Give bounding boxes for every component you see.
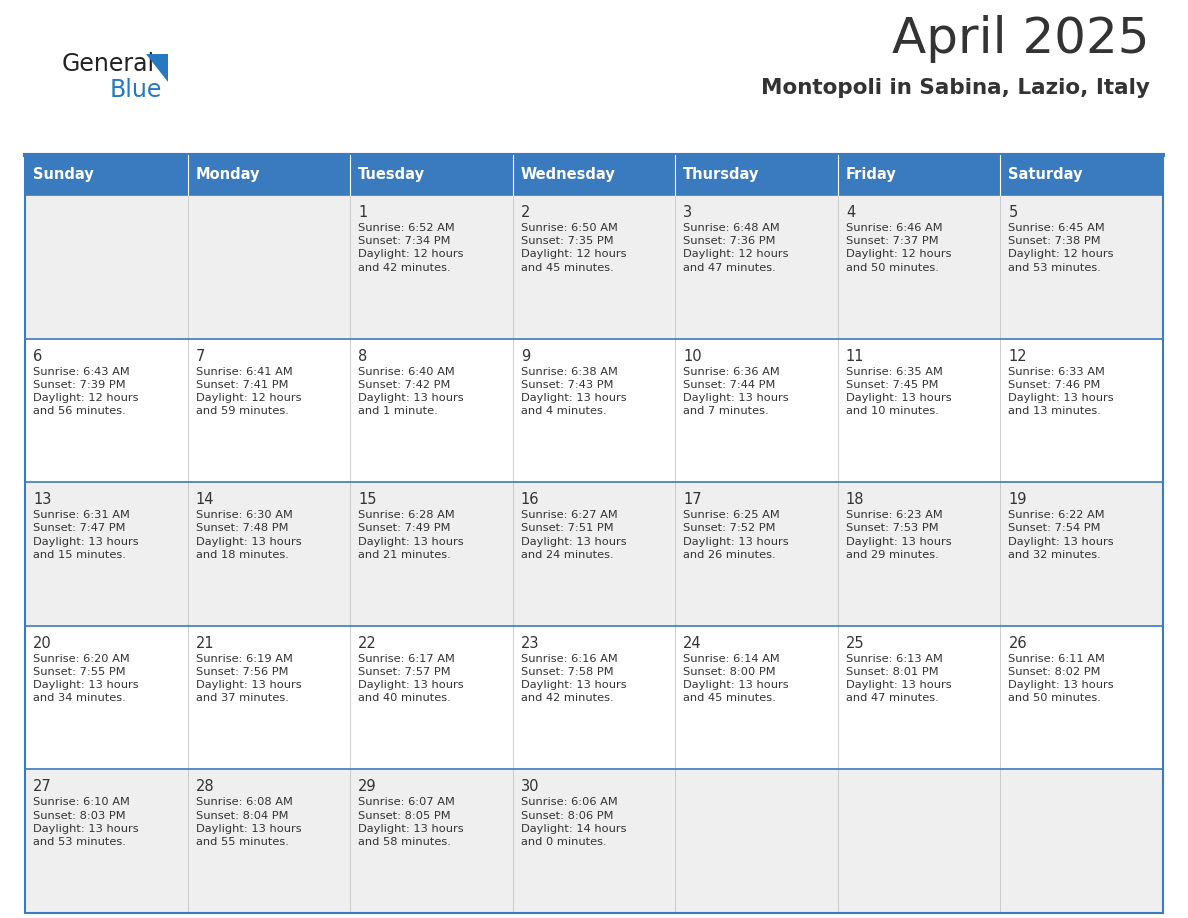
Text: Sunrise: 6:33 AM
Sunset: 7:46 PM
Daylight: 13 hours
and 13 minutes.: Sunrise: 6:33 AM Sunset: 7:46 PM Dayligh… [1009, 366, 1114, 416]
Text: Sunrise: 6:06 AM
Sunset: 8:06 PM
Daylight: 14 hours
and 0 minutes.: Sunrise: 6:06 AM Sunset: 8:06 PM Dayligh… [520, 798, 626, 847]
Text: 1: 1 [358, 205, 367, 220]
Text: 2: 2 [520, 205, 530, 220]
Text: Sunrise: 6:38 AM
Sunset: 7:43 PM
Daylight: 13 hours
and 4 minutes.: Sunrise: 6:38 AM Sunset: 7:43 PM Dayligh… [520, 366, 626, 416]
Text: Sunrise: 6:14 AM
Sunset: 8:00 PM
Daylight: 13 hours
and 45 minutes.: Sunrise: 6:14 AM Sunset: 8:00 PM Dayligh… [683, 654, 789, 703]
Text: 18: 18 [846, 492, 865, 508]
Text: Blue: Blue [110, 78, 163, 102]
Text: Sunrise: 6:22 AM
Sunset: 7:54 PM
Daylight: 13 hours
and 32 minutes.: Sunrise: 6:22 AM Sunset: 7:54 PM Dayligh… [1009, 510, 1114, 560]
Text: Sunrise: 6:52 AM
Sunset: 7:34 PM
Daylight: 12 hours
and 42 minutes.: Sunrise: 6:52 AM Sunset: 7:34 PM Dayligh… [358, 223, 463, 273]
Text: 21: 21 [196, 636, 214, 651]
Bar [25, 482, 1163, 626]
Text: Montopoli in Sabina, Lazio, Italy: Montopoli in Sabina, Lazio, Italy [762, 78, 1150, 98]
Text: 10: 10 [683, 349, 702, 364]
Text: 3: 3 [683, 205, 693, 220]
Text: Tuesday: Tuesday [358, 167, 425, 183]
Text: 15: 15 [358, 492, 377, 508]
Text: Sunrise: 6:41 AM
Sunset: 7:41 PM
Daylight: 12 hours
and 59 minutes.: Sunrise: 6:41 AM Sunset: 7:41 PM Dayligh… [196, 366, 301, 416]
Text: 12: 12 [1009, 349, 1028, 364]
Text: Thursday: Thursday [683, 167, 759, 183]
Text: Sunrise: 6:10 AM
Sunset: 8:03 PM
Daylight: 13 hours
and 53 minutes.: Sunrise: 6:10 AM Sunset: 8:03 PM Dayligh… [33, 798, 139, 847]
Text: Sunrise: 6:11 AM
Sunset: 8:02 PM
Daylight: 13 hours
and 50 minutes.: Sunrise: 6:11 AM Sunset: 8:02 PM Dayligh… [1009, 654, 1114, 703]
Text: Sunrise: 6:07 AM
Sunset: 8:05 PM
Daylight: 13 hours
and 58 minutes.: Sunrise: 6:07 AM Sunset: 8:05 PM Dayligh… [358, 798, 463, 847]
Text: 13: 13 [33, 492, 51, 508]
Text: 25: 25 [846, 636, 865, 651]
Text: Sunrise: 6:19 AM
Sunset: 7:56 PM
Daylight: 13 hours
and 37 minutes.: Sunrise: 6:19 AM Sunset: 7:56 PM Dayligh… [196, 654, 302, 703]
Text: Sunrise: 6:08 AM
Sunset: 8:04 PM
Daylight: 13 hours
and 55 minutes.: Sunrise: 6:08 AM Sunset: 8:04 PM Dayligh… [196, 798, 302, 847]
Text: 26: 26 [1009, 636, 1028, 651]
Text: Friday: Friday [846, 167, 897, 183]
Text: 28: 28 [196, 779, 214, 794]
Text: Sunrise: 6:17 AM
Sunset: 7:57 PM
Daylight: 13 hours
and 40 minutes.: Sunrise: 6:17 AM Sunset: 7:57 PM Dayligh… [358, 654, 463, 703]
Bar [25, 769, 1163, 913]
Text: 9: 9 [520, 349, 530, 364]
Text: Sunrise: 6:13 AM
Sunset: 8:01 PM
Daylight: 13 hours
and 47 minutes.: Sunrise: 6:13 AM Sunset: 8:01 PM Dayligh… [846, 654, 952, 703]
Text: 24: 24 [683, 636, 702, 651]
Text: Sunrise: 6:25 AM
Sunset: 7:52 PM
Daylight: 13 hours
and 26 minutes.: Sunrise: 6:25 AM Sunset: 7:52 PM Dayligh… [683, 510, 789, 560]
Text: Sunrise: 6:20 AM
Sunset: 7:55 PM
Daylight: 13 hours
and 34 minutes.: Sunrise: 6:20 AM Sunset: 7:55 PM Dayligh… [33, 654, 139, 703]
Bar [25, 626, 1163, 769]
Text: 11: 11 [846, 349, 865, 364]
Text: 23: 23 [520, 636, 539, 651]
Text: Sunrise: 6:36 AM
Sunset: 7:44 PM
Daylight: 13 hours
and 7 minutes.: Sunrise: 6:36 AM Sunset: 7:44 PM Dayligh… [683, 366, 789, 416]
Text: 14: 14 [196, 492, 214, 508]
Text: Sunrise: 6:40 AM
Sunset: 7:42 PM
Daylight: 13 hours
and 1 minute.: Sunrise: 6:40 AM Sunset: 7:42 PM Dayligh… [358, 366, 463, 416]
Text: Sunrise: 6:46 AM
Sunset: 7:37 PM
Daylight: 12 hours
and 50 minutes.: Sunrise: 6:46 AM Sunset: 7:37 PM Dayligh… [846, 223, 952, 273]
Text: 6: 6 [33, 349, 43, 364]
Text: Sunrise: 6:28 AM
Sunset: 7:49 PM
Daylight: 13 hours
and 21 minutes.: Sunrise: 6:28 AM Sunset: 7:49 PM Dayligh… [358, 510, 463, 560]
Text: General: General [62, 52, 156, 76]
Text: Sunrise: 6:31 AM
Sunset: 7:47 PM
Daylight: 13 hours
and 15 minutes.: Sunrise: 6:31 AM Sunset: 7:47 PM Dayligh… [33, 510, 139, 560]
Polygon shape [146, 54, 168, 82]
Text: 29: 29 [358, 779, 377, 794]
Bar [25, 195, 1163, 339]
Text: Sunrise: 6:27 AM
Sunset: 7:51 PM
Daylight: 13 hours
and 24 minutes.: Sunrise: 6:27 AM Sunset: 7:51 PM Dayligh… [520, 510, 626, 560]
Text: Wednesday: Wednesday [520, 167, 615, 183]
Text: 19: 19 [1009, 492, 1026, 508]
Text: 17: 17 [683, 492, 702, 508]
Text: 4: 4 [846, 205, 855, 220]
Text: Sunrise: 6:35 AM
Sunset: 7:45 PM
Daylight: 13 hours
and 10 minutes.: Sunrise: 6:35 AM Sunset: 7:45 PM Dayligh… [846, 366, 952, 416]
Text: Sunday: Sunday [33, 167, 94, 183]
Text: Sunrise: 6:50 AM
Sunset: 7:35 PM
Daylight: 12 hours
and 45 minutes.: Sunrise: 6:50 AM Sunset: 7:35 PM Dayligh… [520, 223, 626, 273]
Text: Sunrise: 6:23 AM
Sunset: 7:53 PM
Daylight: 13 hours
and 29 minutes.: Sunrise: 6:23 AM Sunset: 7:53 PM Dayligh… [846, 510, 952, 560]
Text: Sunrise: 6:43 AM
Sunset: 7:39 PM
Daylight: 12 hours
and 56 minutes.: Sunrise: 6:43 AM Sunset: 7:39 PM Dayligh… [33, 366, 139, 416]
Text: Sunrise: 6:45 AM
Sunset: 7:38 PM
Daylight: 12 hours
and 53 minutes.: Sunrise: 6:45 AM Sunset: 7:38 PM Dayligh… [1009, 223, 1114, 273]
Text: 30: 30 [520, 779, 539, 794]
Text: 5: 5 [1009, 205, 1018, 220]
Text: Sunrise: 6:16 AM
Sunset: 7:58 PM
Daylight: 13 hours
and 42 minutes.: Sunrise: 6:16 AM Sunset: 7:58 PM Dayligh… [520, 654, 626, 703]
Text: Monday: Monday [196, 167, 260, 183]
Text: 22: 22 [358, 636, 377, 651]
Text: 8: 8 [358, 349, 367, 364]
Text: Sunrise: 6:48 AM
Sunset: 7:36 PM
Daylight: 12 hours
and 47 minutes.: Sunrise: 6:48 AM Sunset: 7:36 PM Dayligh… [683, 223, 789, 273]
Bar [25, 339, 1163, 482]
Text: April 2025: April 2025 [892, 15, 1150, 63]
Text: Saturday: Saturday [1009, 167, 1083, 183]
Bar [25, 155, 1163, 195]
Text: 7: 7 [196, 349, 206, 364]
Text: Sunrise: 6:30 AM
Sunset: 7:48 PM
Daylight: 13 hours
and 18 minutes.: Sunrise: 6:30 AM Sunset: 7:48 PM Dayligh… [196, 510, 302, 560]
Text: 16: 16 [520, 492, 539, 508]
Text: 27: 27 [33, 779, 52, 794]
Text: 20: 20 [33, 636, 52, 651]
